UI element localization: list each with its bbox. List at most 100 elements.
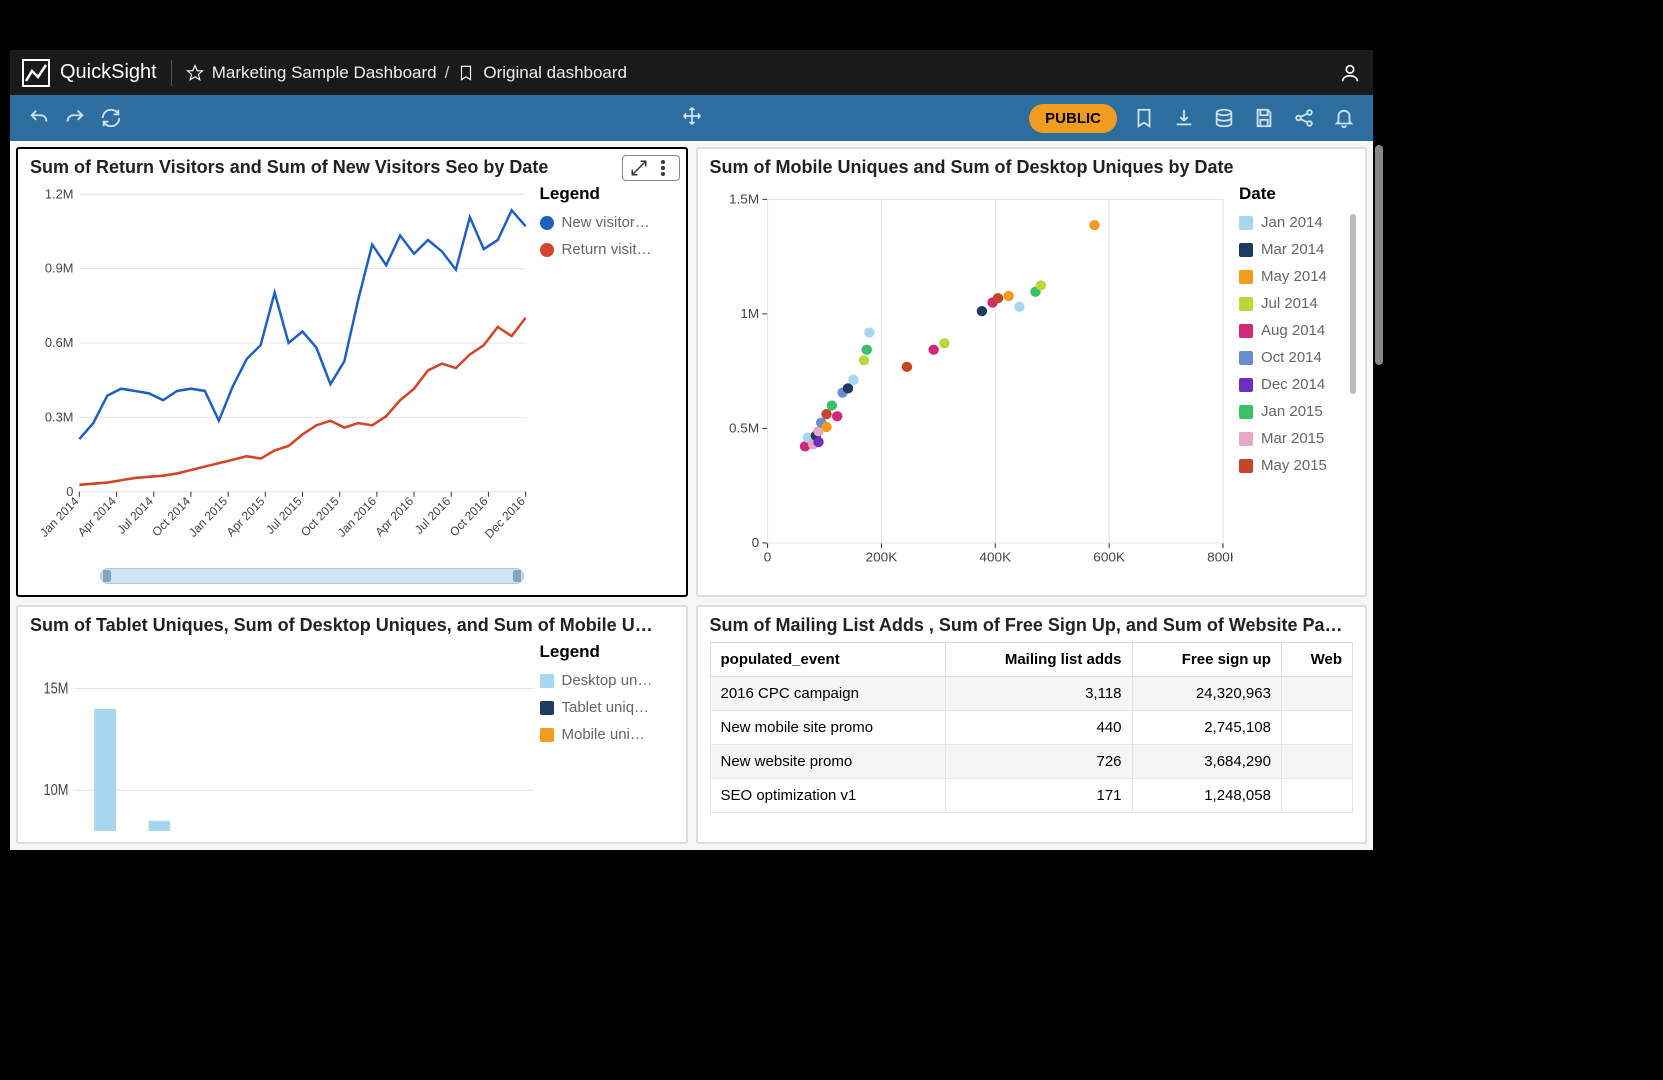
time-scrubber[interactable] bbox=[100, 568, 524, 584]
legend-label: New visitor… bbox=[562, 214, 650, 231]
legend-item[interactable]: Desktop un… bbox=[540, 672, 674, 689]
svg-text:1.5M: 1.5M bbox=[728, 192, 758, 207]
table-cell bbox=[1281, 711, 1352, 745]
legend-item[interactable]: May 2014 bbox=[1239, 268, 1353, 285]
legend-item[interactable]: Tablet uniq… bbox=[540, 699, 674, 716]
app-name: QuickSight bbox=[60, 61, 157, 84]
panel-title: Sum of Tablet Uniques, Sum of Desktop Un… bbox=[30, 615, 674, 636]
panel-title: Sum of Mobile Uniques and Sum of Desktop… bbox=[710, 157, 1354, 178]
kebab-menu-icon[interactable] bbox=[653, 158, 673, 178]
column-header[interactable]: Mailing list adds bbox=[945, 643, 1132, 677]
svg-text:1.2M: 1.2M bbox=[45, 186, 74, 201]
column-header[interactable]: Web bbox=[1281, 643, 1352, 677]
table-cell: 440 bbox=[945, 711, 1132, 745]
breadcrumb-child[interactable]: Original dashboard bbox=[483, 63, 627, 83]
table-row[interactable]: New website promo7263,684,290 bbox=[710, 745, 1353, 779]
undo-button[interactable] bbox=[26, 105, 52, 131]
line-chart[interactable]: 00.3M0.6M0.9M1.2MJan 2014Apr 2014Jul 201… bbox=[30, 184, 534, 584]
table-row[interactable]: SEO optimization v11711,248,058 bbox=[710, 779, 1353, 813]
legend-title: Legend bbox=[540, 642, 674, 662]
download-button[interactable] bbox=[1171, 105, 1197, 131]
toolbar: PUBLIC bbox=[10, 95, 1373, 141]
refresh-button[interactable] bbox=[98, 105, 124, 131]
svg-text:Apr 2014: Apr 2014 bbox=[75, 494, 119, 540]
legend-swatch bbox=[540, 243, 554, 257]
legend-swatch bbox=[1239, 216, 1253, 230]
public-badge[interactable]: PUBLIC bbox=[1029, 104, 1117, 133]
table-cell: 3,684,290 bbox=[1132, 745, 1281, 779]
svg-text:0.6M: 0.6M bbox=[45, 335, 74, 350]
column-header[interactable]: populated_event bbox=[710, 643, 945, 677]
table-row[interactable]: 2016 CPC campaign3,11824,320,963 bbox=[710, 677, 1353, 711]
panel-uniques-scatter[interactable]: Sum of Mobile Uniques and Sum of Desktop… bbox=[696, 147, 1368, 597]
legend-swatch bbox=[1239, 270, 1253, 284]
table-cell: 2,745,108 bbox=[1132, 711, 1281, 745]
star-icon[interactable] bbox=[186, 64, 204, 82]
app-frame: QuickSight Marketing Sample Dashboard / … bbox=[10, 50, 1373, 850]
column-header[interactable]: Free sign up bbox=[1132, 643, 1281, 677]
notifications-button[interactable] bbox=[1331, 105, 1357, 131]
svg-text:0: 0 bbox=[751, 535, 759, 550]
legend-item[interactable]: Jul 2014 bbox=[1239, 295, 1353, 312]
bar-chart[interactable]: 10M15M bbox=[30, 642, 534, 831]
legend-item[interactable]: Mar 2014 bbox=[1239, 241, 1353, 258]
legend-item[interactable]: New visitor… bbox=[540, 214, 674, 231]
legend-swatch bbox=[1239, 351, 1253, 365]
legend-item[interactable]: Aug 2014 bbox=[1239, 322, 1353, 339]
campaign-table[interactable]: populated_eventMailing list addsFree sig… bbox=[710, 642, 1354, 813]
legend-scrollbar[interactable] bbox=[1350, 214, 1356, 394]
save-button[interactable] bbox=[1251, 105, 1277, 131]
bookmark-button[interactable] bbox=[1131, 105, 1157, 131]
bookmark-outline-icon[interactable] bbox=[457, 64, 475, 82]
legend-swatch bbox=[540, 216, 554, 230]
table-cell bbox=[1281, 677, 1352, 711]
panel-campaign-table[interactable]: Sum of Mailing List Adds , Sum of Free S… bbox=[696, 605, 1368, 844]
data-button[interactable] bbox=[1211, 105, 1237, 131]
legend-item[interactable]: Mar 2015 bbox=[1239, 430, 1353, 447]
legend-label: Return visit… bbox=[562, 241, 652, 258]
app-logo[interactable]: QuickSight bbox=[22, 59, 157, 87]
legend-item[interactable]: Mobile uni… bbox=[540, 726, 674, 743]
panel-title: Sum of Return Visitors and Sum of New Vi… bbox=[30, 157, 674, 178]
move-handle-icon[interactable] bbox=[682, 106, 702, 131]
legend-title: Legend bbox=[540, 184, 674, 204]
user-icon[interactable] bbox=[1339, 62, 1361, 84]
legend-item[interactable]: Jan 2014 bbox=[1239, 214, 1353, 231]
panel-visitors-line[interactable]: Sum of Return Visitors and Sum of New Vi… bbox=[16, 147, 688, 597]
legend-title: Date bbox=[1239, 184, 1353, 204]
page-scrollbar[interactable] bbox=[1375, 145, 1383, 365]
svg-text:Jan 2015: Jan 2015 bbox=[186, 494, 230, 540]
panel-device-bar[interactable]: Sum of Tablet Uniques, Sum of Desktop Un… bbox=[16, 605, 688, 844]
svg-text:15M: 15M bbox=[44, 679, 69, 696]
table-cell: New mobile site promo bbox=[710, 711, 945, 745]
legend-item[interactable]: May 2015 bbox=[1239, 457, 1353, 474]
table-cell: 2016 CPC campaign bbox=[710, 677, 945, 711]
legend-item[interactable]: Dec 2014 bbox=[1239, 376, 1353, 393]
expand-icon[interactable] bbox=[629, 158, 649, 178]
svg-text:Oct 2014: Oct 2014 bbox=[149, 494, 193, 540]
svg-text:400K: 400K bbox=[979, 550, 1011, 565]
legend-swatch bbox=[540, 701, 554, 715]
table-row[interactable]: New mobile site promo4402,745,108 bbox=[710, 711, 1353, 745]
legend-label: Oct 2014 bbox=[1261, 349, 1322, 366]
scatter-chart[interactable]: 0200K400K600K800K00.5M1M1.5M bbox=[710, 184, 1234, 584]
svg-text:Oct 2015: Oct 2015 bbox=[298, 494, 342, 540]
svg-text:Jan 2014: Jan 2014 bbox=[37, 494, 81, 540]
quicksight-logo-icon bbox=[22, 59, 50, 87]
svg-text:1M: 1M bbox=[740, 306, 759, 321]
legend-item[interactable]: Oct 2014 bbox=[1239, 349, 1353, 366]
legend-swatch bbox=[1239, 378, 1253, 392]
legend-swatch bbox=[1239, 297, 1253, 311]
legend-label: May 2015 bbox=[1261, 457, 1327, 474]
redo-button[interactable] bbox=[62, 105, 88, 131]
svg-text:200K: 200K bbox=[865, 550, 897, 565]
svg-text:0: 0 bbox=[763, 550, 771, 565]
svg-text:0.5M: 0.5M bbox=[728, 421, 758, 436]
legend-item[interactable]: Jan 2015 bbox=[1239, 403, 1353, 420]
table-cell: New website promo bbox=[710, 745, 945, 779]
share-button[interactable] bbox=[1291, 105, 1317, 131]
table-cell: 726 bbox=[945, 745, 1132, 779]
legend-item[interactable]: Return visit… bbox=[540, 241, 674, 258]
table-header-row: populated_eventMailing list addsFree sig… bbox=[710, 643, 1353, 677]
breadcrumb-parent[interactable]: Marketing Sample Dashboard bbox=[212, 63, 437, 83]
